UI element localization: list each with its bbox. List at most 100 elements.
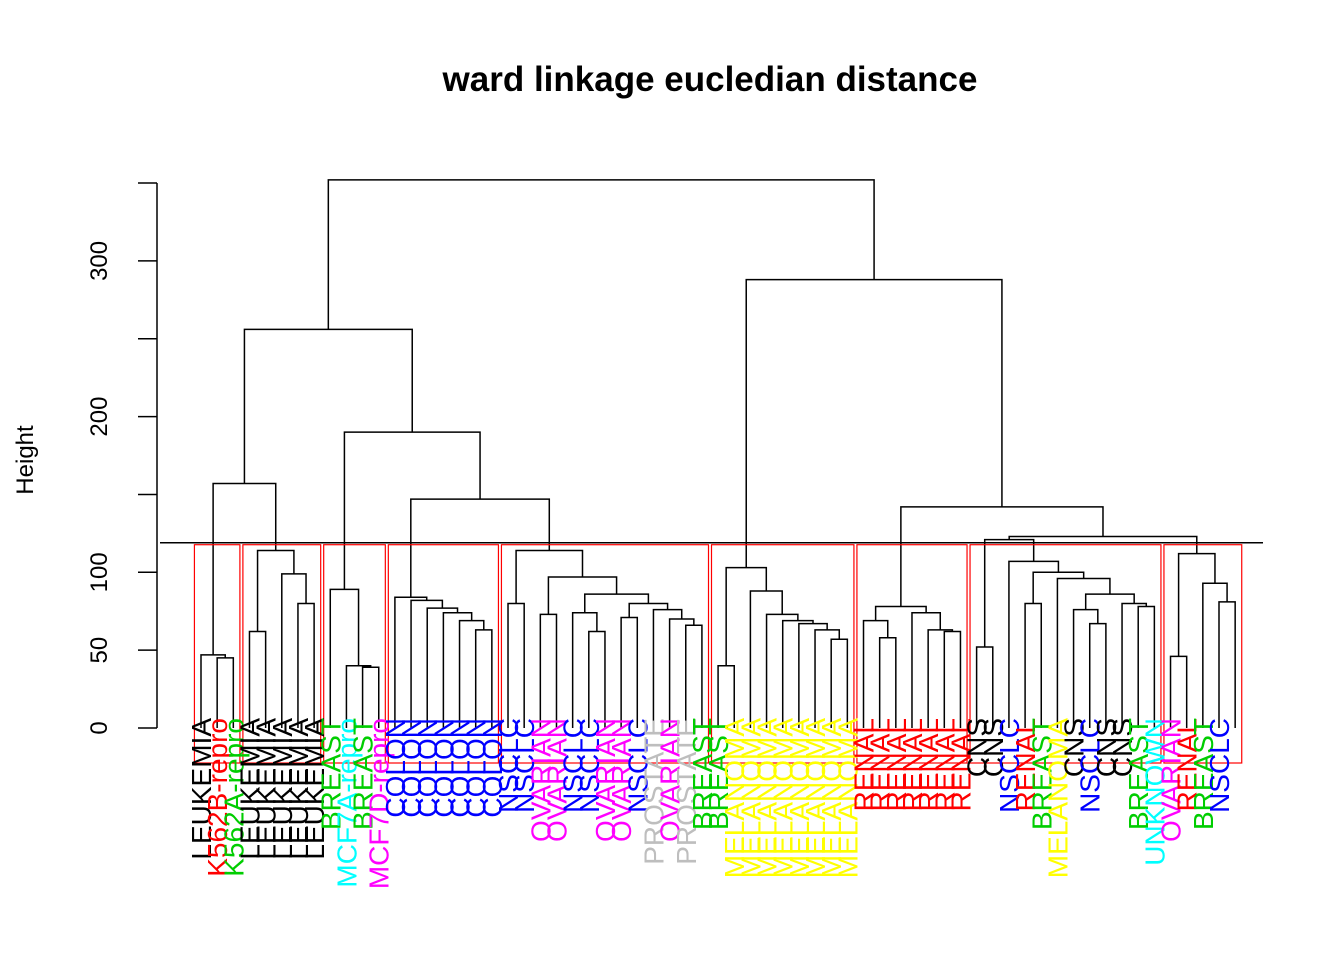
dendrogram-branch xyxy=(297,602,315,728)
leaf-label: K562A-repro xyxy=(218,718,249,877)
dendrogram-branch xyxy=(547,576,618,615)
leaf-label: BREAST xyxy=(348,718,379,830)
leaf-label: OVARIAN xyxy=(1156,718,1187,842)
leaf-label: BREAST xyxy=(315,718,346,830)
leaf-label: NSCLC xyxy=(622,718,653,813)
leaf-label: PROSTATE xyxy=(671,718,702,865)
cluster-box xyxy=(323,544,386,764)
leaf-label: COLON xyxy=(412,718,443,818)
leaf-label: MELANOMA xyxy=(816,718,847,879)
cluster-box xyxy=(242,544,322,764)
cluster-box xyxy=(856,544,968,764)
cluster-box xyxy=(500,544,710,764)
leaf-label: OVARIAN xyxy=(606,718,637,842)
dendrogram-branch xyxy=(927,629,954,728)
dendrogram-branch xyxy=(943,630,962,728)
leaf-label: CNS xyxy=(1107,718,1138,777)
dendrogram-branch xyxy=(1121,602,1148,728)
leaf-label: MELANOMA xyxy=(832,718,863,879)
dendrogram-branch xyxy=(725,566,768,666)
leaf-label: UNKNOWN xyxy=(1139,718,1170,866)
dendrogram-branch xyxy=(458,619,485,728)
leaf-label: NSCLC xyxy=(1075,718,1106,813)
leaf-label: NSCLC xyxy=(1204,718,1235,813)
dendrogram-branch xyxy=(1202,582,1228,728)
dendrogram-branch xyxy=(1084,593,1135,610)
leaf-label: MELANOMA xyxy=(768,718,799,879)
dendrogram-branch xyxy=(814,629,841,728)
dendrogram-branch xyxy=(256,549,295,632)
dendrogram-branch xyxy=(281,573,307,728)
dendrogram-branch xyxy=(652,608,683,728)
leaf-label: COLON xyxy=(461,718,492,818)
leaf-label: LEUKEMIA xyxy=(299,718,330,860)
dendrogram-branch xyxy=(588,630,606,728)
dendrogram-branch xyxy=(668,618,695,728)
leaf-label: OVARIAN xyxy=(525,718,556,842)
leaf-label: MELANOMA xyxy=(735,718,766,879)
chart-title: ward linkage eucledian distance xyxy=(442,60,978,99)
dendrogram-branch xyxy=(248,630,267,728)
dendrogram-branch xyxy=(442,612,473,728)
leaf-label: RENAL xyxy=(865,718,896,811)
leaf-label: CNS xyxy=(962,718,993,777)
leaf-label: BREAST xyxy=(687,718,718,830)
dendrogram-branch xyxy=(216,657,235,728)
dendrogram-branch xyxy=(1056,577,1111,728)
leaf-label: OVARIAN xyxy=(590,718,621,842)
leaf-label: RENAL xyxy=(897,718,928,811)
dendrogram-branch xyxy=(900,506,1104,607)
dendrogram-branch xyxy=(243,328,413,484)
dendrogram-branch xyxy=(878,636,897,728)
dendrogram-branch xyxy=(975,646,994,728)
dendrogram-branch xyxy=(327,179,875,330)
dendrogram-branch xyxy=(1218,601,1236,728)
dendrogram-branches xyxy=(200,179,1236,728)
cluster-box xyxy=(193,544,241,764)
leaf-label: OVARIAN xyxy=(541,718,572,842)
leaf-label: CNS xyxy=(978,718,1009,777)
dendrogram-branch xyxy=(1088,622,1107,728)
dendrogram-branch xyxy=(1137,605,1156,728)
leaf-label: LEUKEMIA xyxy=(251,718,282,860)
dendrogram-branch xyxy=(571,612,598,728)
leaf-label: MELANOMA xyxy=(784,718,815,879)
leaf-label: NSCLC xyxy=(509,718,540,813)
leaf-label: BREAST xyxy=(1026,718,1057,830)
leaf-label: MELANOMA xyxy=(752,718,783,879)
dendrogram-branch xyxy=(781,619,814,728)
dendrogram-branch xyxy=(200,654,226,728)
leaf-label: MELANOMA xyxy=(719,718,750,879)
y-tick-label: 100 xyxy=(86,552,113,592)
dendrogram-branch xyxy=(1024,602,1042,728)
y-axis-label: Height xyxy=(12,425,39,495)
leaf-label: RENAL xyxy=(849,718,880,811)
leaf-label: RENAL xyxy=(913,718,944,811)
dendrogram-branch xyxy=(212,482,277,655)
leaf-label: COLON xyxy=(396,718,427,818)
cluster-box xyxy=(1163,544,1243,764)
dendrogram-branch xyxy=(426,607,459,728)
leaf-label: LEUKEMIA xyxy=(283,718,314,860)
y-axis: 0 50 100 200 300 xyxy=(86,182,158,735)
dendrogram-branch xyxy=(745,278,1003,568)
leaf-label: RENAL xyxy=(945,718,976,811)
leaf-label: CNS xyxy=(1059,718,1090,777)
dendrogram-branch xyxy=(620,616,639,728)
leaf-label: COLON xyxy=(428,718,459,818)
leaf-label: OVARIAN xyxy=(655,718,686,842)
leaf-labels: LEUKEMIAK562B-reproK562A-reproLEUKEMIALE… xyxy=(186,718,1235,889)
dendrogram-branch xyxy=(1032,571,1085,604)
leaf-label: MELANOMA xyxy=(800,718,831,879)
dendrogram-branch xyxy=(329,588,360,728)
leaf-label: PROSTATE xyxy=(638,718,669,865)
cluster-box xyxy=(710,544,855,764)
leaf-label: BREAST xyxy=(703,718,734,830)
leaf-label: CNS xyxy=(1091,718,1122,777)
dendrogram-branch xyxy=(539,613,558,728)
y-tick-label: 50 xyxy=(86,637,113,664)
cluster-boxes xyxy=(193,544,1243,764)
leaf-label: RENAL xyxy=(1010,718,1041,811)
dendrogram-branch xyxy=(830,638,849,728)
